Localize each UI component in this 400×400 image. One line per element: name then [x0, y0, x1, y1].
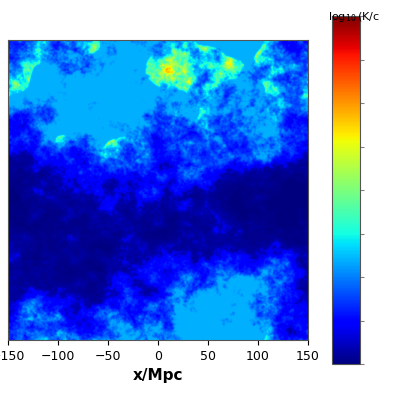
X-axis label: x/Mpc: x/Mpc — [133, 368, 183, 383]
Text: $\log_{10}$(K/c: $\log_{10}$(K/c — [328, 10, 380, 24]
